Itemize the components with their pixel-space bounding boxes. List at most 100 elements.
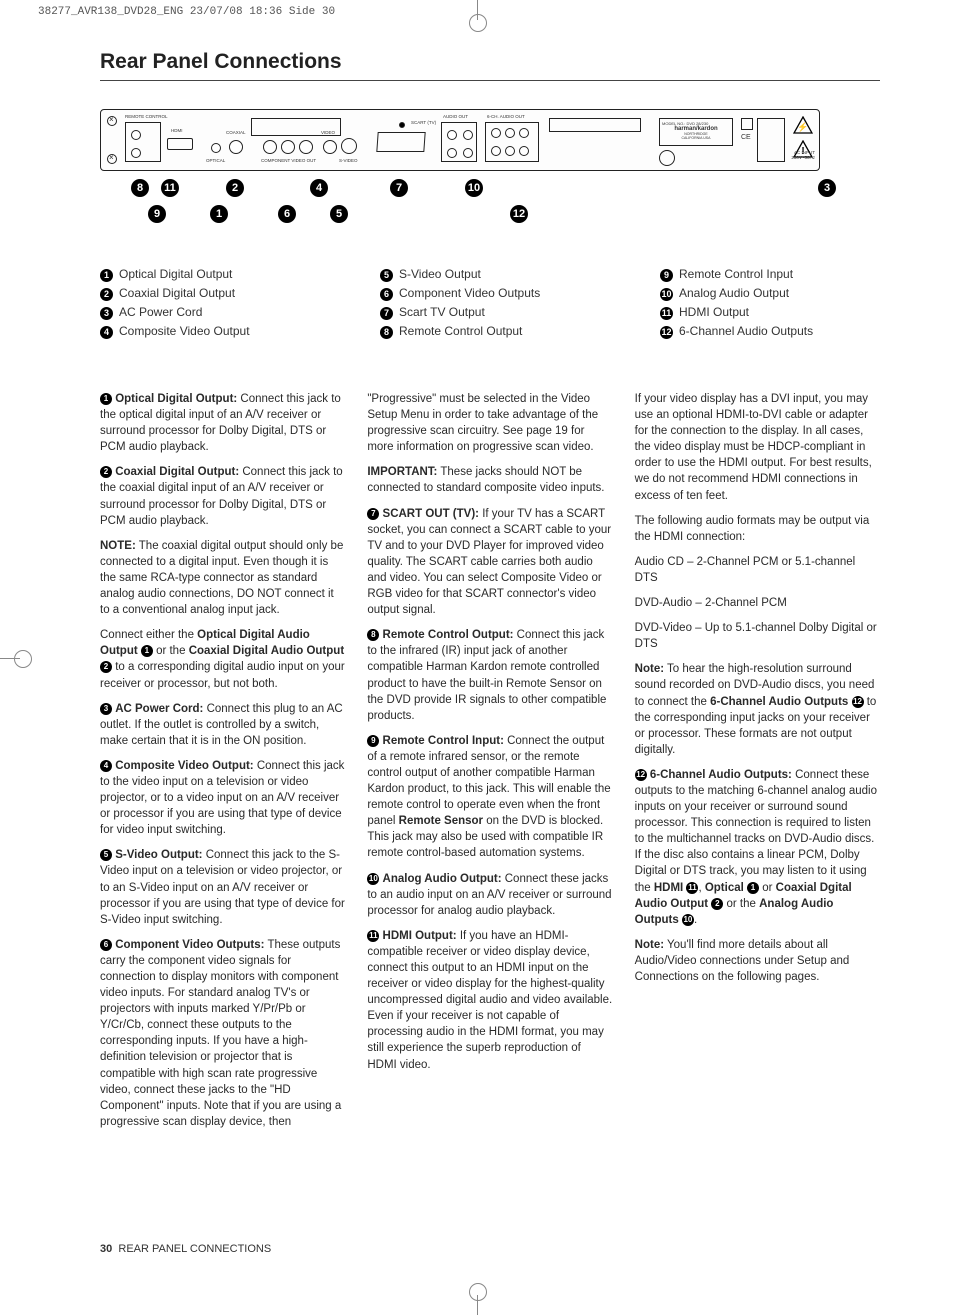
scart-label: SCART (TV) <box>411 120 436 125</box>
legend-label: Coaxial Digital Output <box>119 284 235 302</box>
screw-icon <box>107 116 117 126</box>
page-footer: 30 REAR PANEL CONNECTIONS <box>100 1243 271 1255</box>
callout-8: 8 <box>131 179 149 197</box>
body-text: 1 Optical Digital Output: Connect this j… <box>100 391 880 1139</box>
legend-item-7: 7 Scart TV Output <box>380 303 600 321</box>
callout-5: 5 <box>330 205 348 223</box>
rear-panel-diagram: REMOTE CONTROL HDMI OPTICAL COAXIAL COMP… <box>100 109 820 171</box>
svideo-jack <box>341 138 357 154</box>
para-coax: 2 Coaxial Digital Output: Connect this j… <box>100 464 345 528</box>
para-important: IMPORTANT: These jacks should NOT be con… <box>367 464 612 496</box>
para-formats-intro: The following audio formats may be outpu… <box>635 513 880 545</box>
legend-num: 10 <box>660 288 673 301</box>
legend-item-1: 1Optical Digital Output <box>100 265 320 283</box>
legend-label: Composite Video Output <box>119 322 250 340</box>
callout-9: 9 <box>148 205 166 223</box>
film-id-line: 38277_AVR138_DVD28_ENG 23/07/08 18:36 Si… <box>38 6 335 18</box>
ac-input-label: AC INPUT 230V~50Hz <box>791 150 815 160</box>
analog-l2 <box>463 130 473 140</box>
six-ch-label: 6-CH. AUDIO OUT <box>487 114 525 119</box>
brand-sub: NORTHRIDGE CALIFORNIA USA <box>662 132 730 140</box>
legend-label: Remote Control Output <box>399 322 522 340</box>
hdmi-port <box>167 138 193 150</box>
para-progressive: "Progressive" must be selected in the Vi… <box>367 391 612 455</box>
legend-label: Optical Digital Output <box>119 265 232 283</box>
svg-text:⚡: ⚡ <box>797 121 808 133</box>
para-connect-either: Connect either the Optical Digital Audio… <box>100 627 345 691</box>
legend-item-6: 6Component Video Outputs <box>380 284 600 302</box>
brand-box: MODEL NO.: DVD 28/230 harman/kardon NORT… <box>659 118 733 146</box>
legend-item-12: 126-Channel Audio Outputs <box>660 322 880 340</box>
legend-num: 3 <box>100 307 113 320</box>
coax-jack <box>229 140 243 154</box>
para-analog-out: 10 Analog Audio Output: Connect these ja… <box>367 871 612 919</box>
page-number: 30 <box>100 1243 112 1255</box>
legend-col-1: 1Optical Digital Output 2 Coaxial Digital … <box>100 265 320 341</box>
legend-label: Component Video Outputs <box>399 284 540 302</box>
analog-r <box>447 148 457 158</box>
component-pr <box>299 140 313 154</box>
legend-num: 5 <box>380 269 393 282</box>
callout-11: 11 <box>161 179 179 197</box>
cropmark-top <box>462 0 492 30</box>
para-svideo: 5 S-Video Output: Connect this jack to t… <box>100 847 345 927</box>
callout-7: 7 <box>390 179 408 197</box>
callout-2: 2 <box>226 179 244 197</box>
para-composite: 4 Composite Video Output: Connect this j… <box>100 758 345 838</box>
ce-mark: CE <box>741 134 751 141</box>
legend-label: HDMI Output <box>679 303 749 321</box>
coax-label: COAXIAL <box>226 130 246 135</box>
para-dvd-video: DVD-Video – Up to 5.1-channel Dolby Digi… <box>635 620 880 652</box>
para-optical: 1 Optical Digital Output: Connect this j… <box>100 391 345 455</box>
para-dvd-audio: DVD-Audio – 2-Channel PCM <box>635 595 880 611</box>
legend-num: 2 <box>100 288 113 301</box>
legend-label: Remote Control Input <box>679 265 793 283</box>
remote-out-jack <box>131 130 141 140</box>
callout-1: 1 <box>210 205 228 223</box>
cropmark-left <box>0 643 30 673</box>
para-audio-cd: Audio CD – 2-Channel PCM or 5.1-channel … <box>635 554 880 586</box>
6ch-1 <box>491 128 501 138</box>
svideo-label: S-VIDEO <box>339 158 358 163</box>
optical-jack <box>211 143 221 153</box>
component-pb <box>281 140 295 154</box>
scart-port <box>376 132 425 152</box>
legend-num: 4 <box>100 326 113 339</box>
legend-num: 8 <box>380 326 393 339</box>
6ch-4 <box>491 146 501 156</box>
cert-circle <box>659 150 675 166</box>
legend-item-9: 9Remote Control Input <box>660 265 880 283</box>
para-remote-out: 8 Remote Control Output: Connect this ja… <box>367 627 612 724</box>
legend-label: AC Power Cord <box>119 303 202 321</box>
component-label: COMPONENT VIDEO OUT <box>261 158 316 163</box>
legend-item-10: 10 Analog Audio Output <box>660 284 880 302</box>
audio-out-label: AUDIO OUT <box>443 114 468 119</box>
screw-icon <box>107 154 117 164</box>
para-dvi: If your video display has a DVI input, y… <box>635 391 880 504</box>
legend-item-11: 11HDMI Output <box>660 303 880 321</box>
legend-item-3: 3 AC Power Cord <box>100 303 320 321</box>
scart-dot <box>399 122 405 128</box>
remote-label: REMOTE CONTROL <box>125 114 168 119</box>
legend-grid: 1Optical Digital Output 2 Coaxial Digital … <box>100 265 880 341</box>
analog-l <box>447 130 457 140</box>
para-note1: NOTE: The coaxial digital output should … <box>100 538 345 618</box>
footer-section: REAR PANEL CONNECTIONS <box>118 1243 271 1255</box>
callout-10: 10 <box>465 179 483 197</box>
para-ac: 3 AC Power Cord: Connect this plug to an… <box>100 701 345 749</box>
legend-label: Analog Audio Output <box>679 284 789 302</box>
legend-label: Scart TV Output <box>399 303 485 321</box>
callout-6: 6 <box>278 205 296 223</box>
legend-col-2: 5S-Video Output6Component Video Outputs7… <box>380 265 600 341</box>
compliance-text <box>549 118 641 132</box>
legend-item-8: 8 Remote Control Output <box>380 322 600 340</box>
optical-label: OPTICAL <box>206 158 225 163</box>
legend-item-4: 4 Composite Video Output <box>100 322 320 340</box>
para-scart: 7 SCART OUT (TV): If your TV has a SCART… <box>367 506 612 619</box>
legend-num: 12 <box>660 326 673 339</box>
caution-box <box>757 118 785 162</box>
6ch-2 <box>505 128 515 138</box>
para-remote-in: 9 Remote Control Input: Connect the outp… <box>367 733 612 862</box>
callout-3: 3 <box>818 179 836 197</box>
legend-num: 7 <box>380 307 393 320</box>
